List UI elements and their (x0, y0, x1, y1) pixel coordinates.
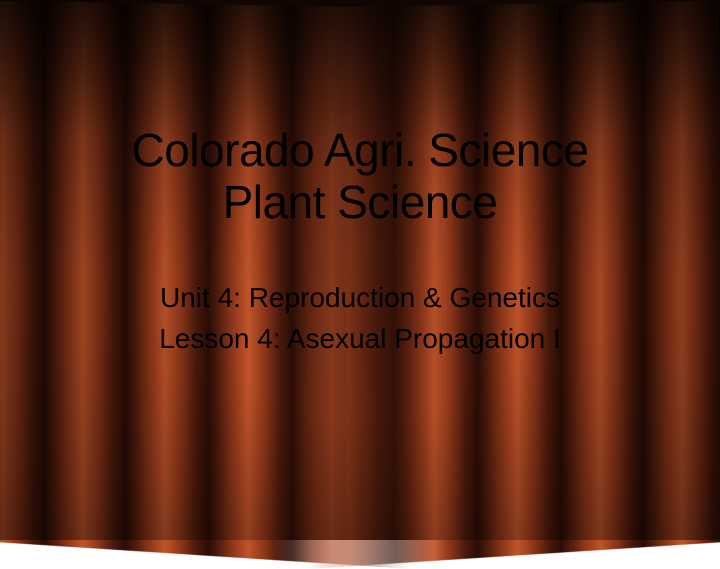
subtitle-line-1: Unit 4: Reproduction & Genetics (160, 280, 560, 315)
title-line-2: Plant Science (132, 177, 589, 229)
slide-subtitle-block: Unit 4: Reproduction & Genetics Lesson 4… (159, 280, 561, 356)
subtitle-line-2: Lesson 4: Asexual Propagation I (159, 321, 561, 356)
title-line-1: Colorado Agri. Science (132, 125, 589, 177)
slide-content: Colorado Agri. Science Plant Science Uni… (0, 0, 720, 540)
slide-title: Colorado Agri. Science Plant Science (132, 125, 589, 228)
